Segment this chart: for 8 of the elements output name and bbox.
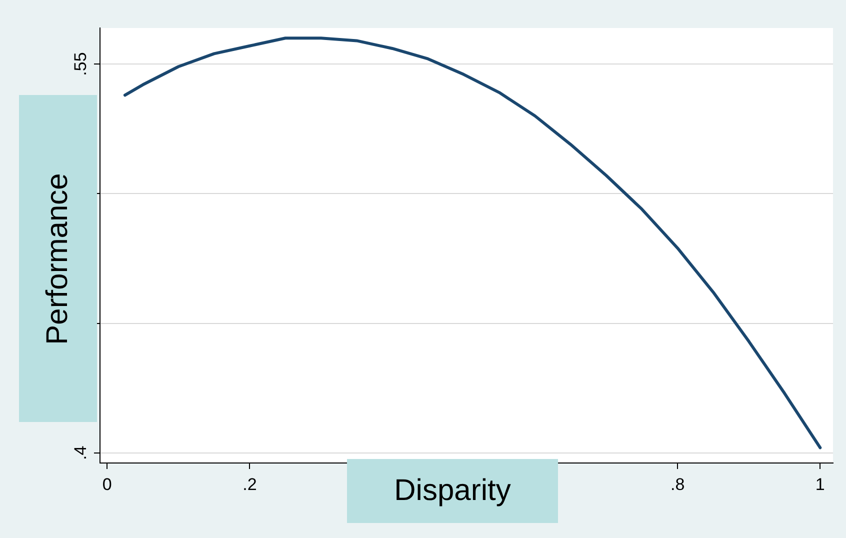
y-tick-label: .55 — [71, 52, 90, 76]
y-tick-label: .4 — [71, 446, 90, 460]
x-axis-title: Disparity — [394, 474, 511, 508]
x-tick-label: 0 — [102, 474, 112, 494]
x-tick-label: .2 — [242, 474, 257, 494]
x-tick-label: .8 — [670, 474, 685, 494]
x-tick-label: 1 — [815, 474, 825, 494]
y-axis-title: Performance — [41, 172, 75, 344]
